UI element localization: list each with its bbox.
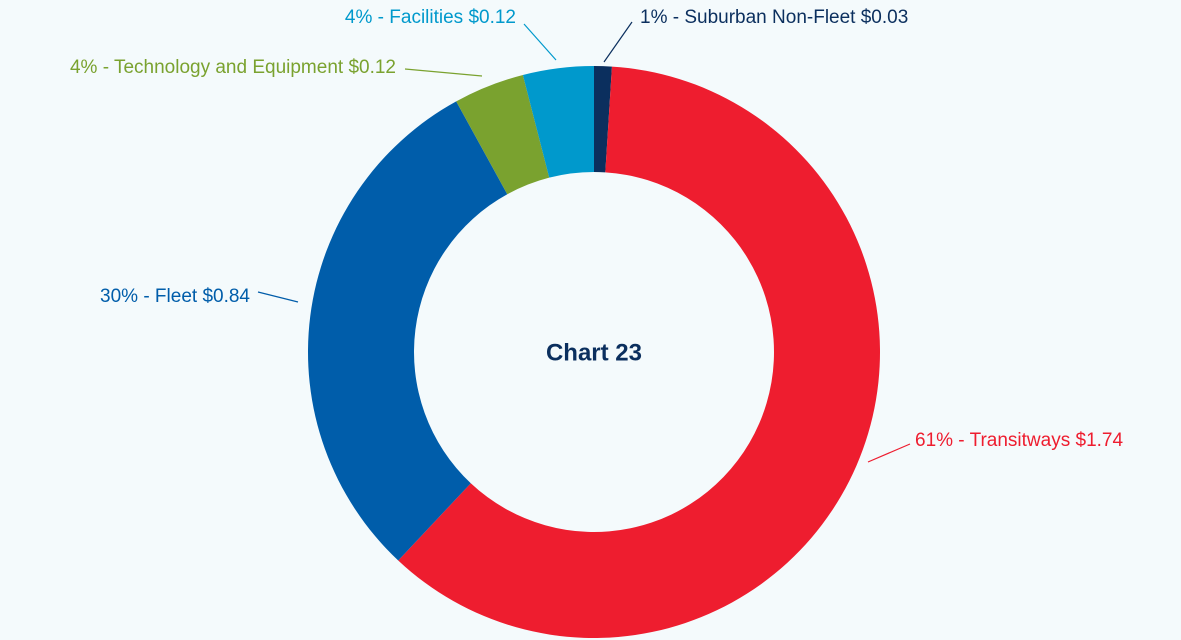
donut-segment xyxy=(594,66,612,173)
leader-line xyxy=(867,443,911,463)
segment-label: 4% - Facilities $0.12 xyxy=(345,7,516,28)
leader-line xyxy=(404,68,483,77)
segment-label: 61% - Transitways $1.74 xyxy=(915,430,1123,451)
leader-line xyxy=(257,291,299,303)
donut-segment xyxy=(308,101,508,561)
segment-label: 4% - Technology and Equipment $0.12 xyxy=(70,57,396,78)
donut-segment xyxy=(456,74,550,195)
segment-label: 30% - Fleet $0.84 xyxy=(100,286,250,307)
donut-segment xyxy=(398,66,880,639)
segment-label: 1% - Suburban Non-Fleet $0.03 xyxy=(640,7,908,28)
leader-line xyxy=(523,23,557,61)
chart-title: Chart 23 xyxy=(546,339,642,366)
leader-line xyxy=(603,21,633,63)
donut-segment xyxy=(522,66,594,178)
